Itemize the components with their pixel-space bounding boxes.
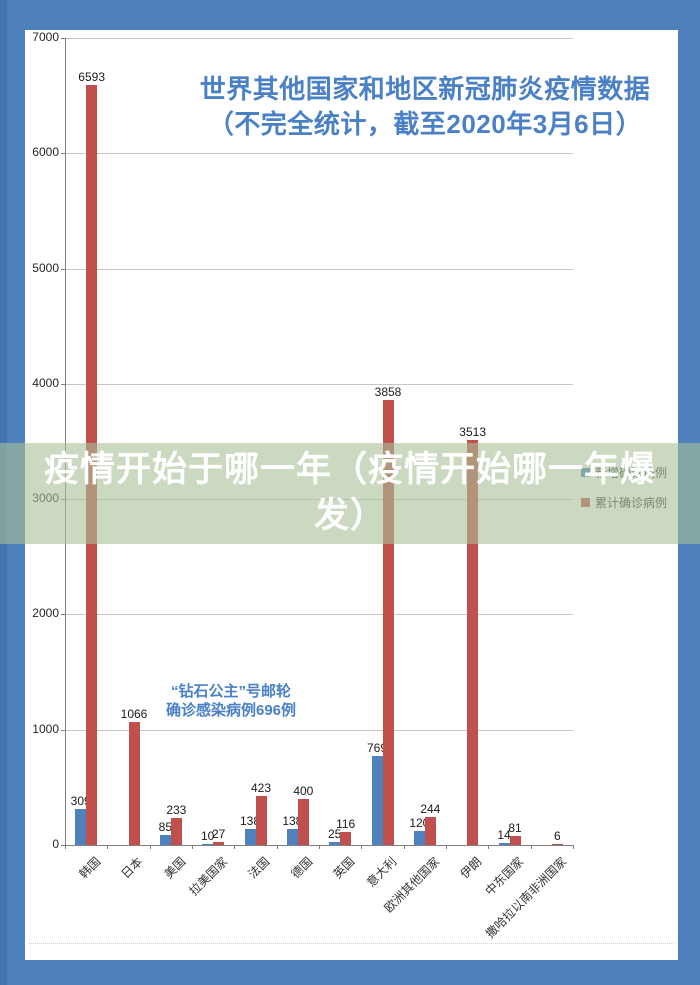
y-axis-line [65,38,66,845]
bar-value-label: 1066 [120,707,148,722]
bottom-dotted-line [29,943,674,944]
gridline [65,38,573,39]
bar-value-label: 3858 [374,385,402,400]
bar-value-label: 120 [409,816,430,831]
chart-title-line2: （不完全统计，截至2020年3月6日） [207,109,643,139]
bar-value-label: 116 [336,816,356,831]
bar-value-label: 244 [420,801,441,816]
y-axis-tick [61,268,65,270]
x-category-label-text: 法国 [245,854,273,882]
gridline [65,268,573,270]
bar-new-cases [202,843,214,845]
watermark-overlay-band: 疫情开始于哪一年（疫情开始哪一年爆 发） [0,443,700,544]
bar-value-label: 6593 [78,69,106,84]
y-axis-label: 6000 [32,145,59,160]
y-axis-label: 7000 [32,30,59,44]
bar-value-label: 400 [293,783,314,798]
gridline [65,383,573,385]
y-axis-label: 5000 [32,260,59,275]
x-axis-tick [107,845,109,849]
x-axis-tick [403,845,405,849]
y-axis-label: 1000 [32,721,59,736]
x-category-label-text: 美国 [161,854,189,882]
watermark-title-line2: 发） [313,496,386,535]
bar-value-label: 10 [200,828,215,843]
bar-new-cases [498,843,510,845]
bar-cumulative-cases [255,796,267,845]
bar-value-label: 138 [239,814,261,829]
x-category-label-text: 德国 [288,854,316,882]
x-category-label-text: 日本 [118,854,146,882]
bar-cumulative-cases [551,844,563,845]
gridline [65,153,573,155]
bar-new-cases [329,842,341,845]
bar-new-cases [371,756,383,845]
x-axis-tick [65,845,66,849]
annotation-line1: “钻石公主”号邮轮 [170,683,291,700]
x-category-label-text: 意大利 [364,854,400,890]
bar-cumulative-cases [382,400,394,845]
x-axis-tick [149,845,151,849]
bar-value-label: 25 [327,827,342,842]
x-axis-tick [319,845,320,849]
bar-value-label: 423 [250,781,272,796]
x-category-label-text: 英国 [330,854,358,882]
bar-value-label: 3513 [459,425,487,439]
diamond-princess-annotation: “钻石公主”号邮轮 确诊感染病例696例 [131,682,331,720]
bar-new-cases [159,835,171,845]
x-axis-tick [361,845,363,849]
bar-cumulative-cases [170,818,182,845]
y-axis-tick [61,729,65,731]
watermark-title: 疫情开始于哪一年（疫情开始哪一年爆 发） [0,447,700,539]
bar-new-cases [244,829,256,845]
bar-cumulative-cases [213,841,225,845]
y-axis-tick [61,383,65,385]
y-axis-tick [61,614,65,616]
bar-value-label: 6 [553,829,561,843]
chart-title: 世界其他国家和地区新冠肺炎疫情数据 （不完全统计，截至2020年3月6日） [175,72,675,142]
bar-value-label: 233 [166,803,187,818]
y-axis-tick [61,153,65,155]
bar-cumulative-cases [128,722,140,845]
bar-value-label: 138 [282,814,303,829]
bar-value-label: 27 [211,826,226,841]
x-axis-tick [446,845,447,849]
watermark-title-line1: 疫情开始于哪一年（疫情开始哪一年爆 [43,450,656,489]
bar-value-label: 309 [70,794,91,809]
y-axis-label: 4000 [32,375,59,390]
bar-cumulative-cases [424,816,436,845]
bar-value-label: 769 [366,741,388,756]
gridline [65,614,573,616]
gridline [65,729,573,731]
y-axis-tick [61,845,65,846]
annotation-line2: 确诊感染病例696例 [165,702,297,719]
bar-value-label: 85 [158,820,173,835]
x-category-label-text: 伊朗 [457,854,485,882]
y-axis-tick [61,38,65,39]
y-axis-label: 2000 [32,606,59,621]
x-category-label-text: 韩国 [76,854,104,882]
bar-cumulative-cases [340,831,352,845]
bar-cumulative-cases [467,440,479,845]
x-category-label-text: 拉美国家 [186,854,231,899]
bar-new-cases [75,809,87,845]
bar-value-label: 81 [508,820,522,835]
bar-new-cases [286,829,298,845]
bar-new-cases [413,831,425,845]
x-axis-tick [192,845,193,849]
x-axis-tick [573,845,574,849]
chart-title-line1: 世界其他国家和地区新冠肺炎疫情数据 [199,74,651,104]
x-axis-tick [530,845,532,849]
x-axis-tick [276,845,278,849]
bar-value-label: 14 [497,828,511,843]
x-axis-tick [234,845,236,849]
bar-cumulative-cases [297,798,309,845]
bar-cumulative-cases [509,835,521,845]
x-axis-tick [488,845,490,849]
y-axis-label: 0 [52,837,59,851]
